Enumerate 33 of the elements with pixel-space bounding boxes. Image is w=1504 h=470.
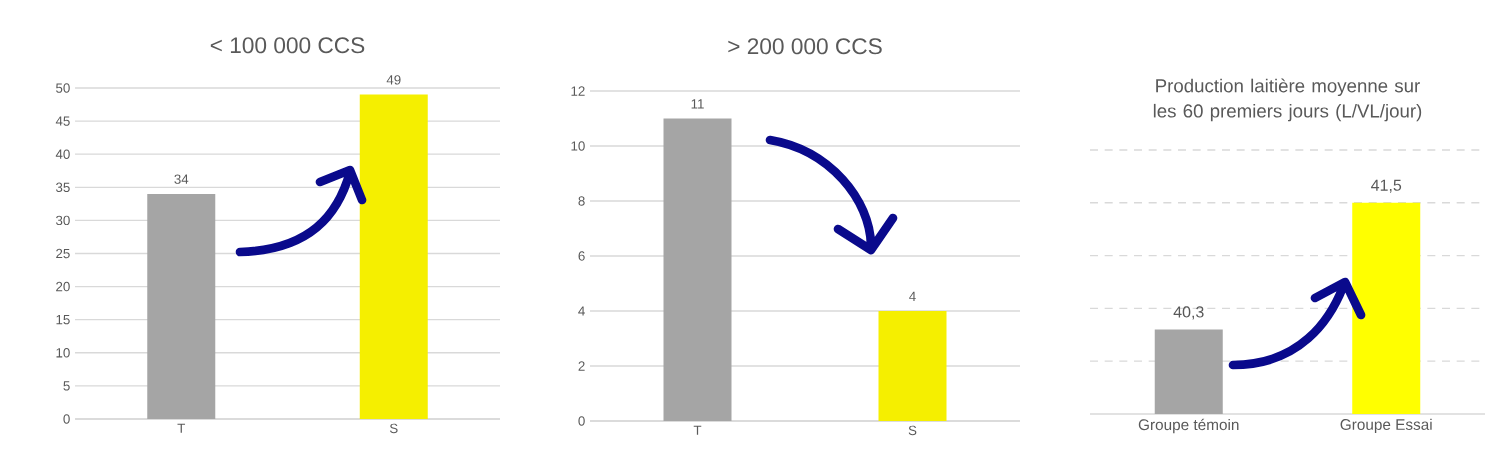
y-tick-label: 0 [578, 416, 585, 426]
data-label: 11 [691, 99, 704, 109]
y-tick-label: 40 [55, 149, 70, 159]
x-tick-label: Groupe témoin [1138, 418, 1239, 434]
y-tick-label: 5 [63, 381, 70, 391]
y-tick-label: 0 [63, 414, 70, 424]
y-tick-label: 20 [56, 281, 70, 292]
data-label: 40,3 [1173, 306, 1204, 320]
data-label: 4 [909, 291, 916, 301]
x-tick-label: S [389, 423, 398, 434]
x-tick-label: T [177, 423, 186, 433]
chart-title: > 200 000 CCS [728, 38, 882, 55]
data-label: 34 [174, 174, 189, 184]
y-tick-label: 50 [56, 83, 70, 93]
y-tick-label: 30 [55, 215, 70, 226]
y-tick-label: 25 [56, 248, 70, 259]
data-label: 41,5 [1371, 179, 1402, 193]
y-tick-label: 4 [578, 306, 585, 316]
y-tick-label: 6 [578, 251, 585, 261]
data-label: 49 [386, 75, 401, 85]
y-tick-label: 45 [55, 116, 70, 126]
chart-title: Production laitière moyenne sur les 60 premiers jours (L/VL/jour) [1153, 78, 1422, 122]
x-tick-label: S [908, 425, 917, 436]
y-tick-label: 8 [578, 196, 585, 206]
chart-title: < 100 000 CCS [210, 37, 365, 54]
y-tick-label: 10 [56, 348, 70, 358]
x-tick-label: Groupe Essai [1340, 418, 1432, 433]
y-tick-label: 35 [55, 182, 70, 193]
x-tick-label: T [693, 425, 702, 435]
y-tick-label: 10 [571, 141, 585, 151]
y-tick-label: 15 [56, 315, 70, 325]
y-tick-label: 2 [578, 361, 585, 371]
y-tick-label: 12 [571, 86, 585, 96]
